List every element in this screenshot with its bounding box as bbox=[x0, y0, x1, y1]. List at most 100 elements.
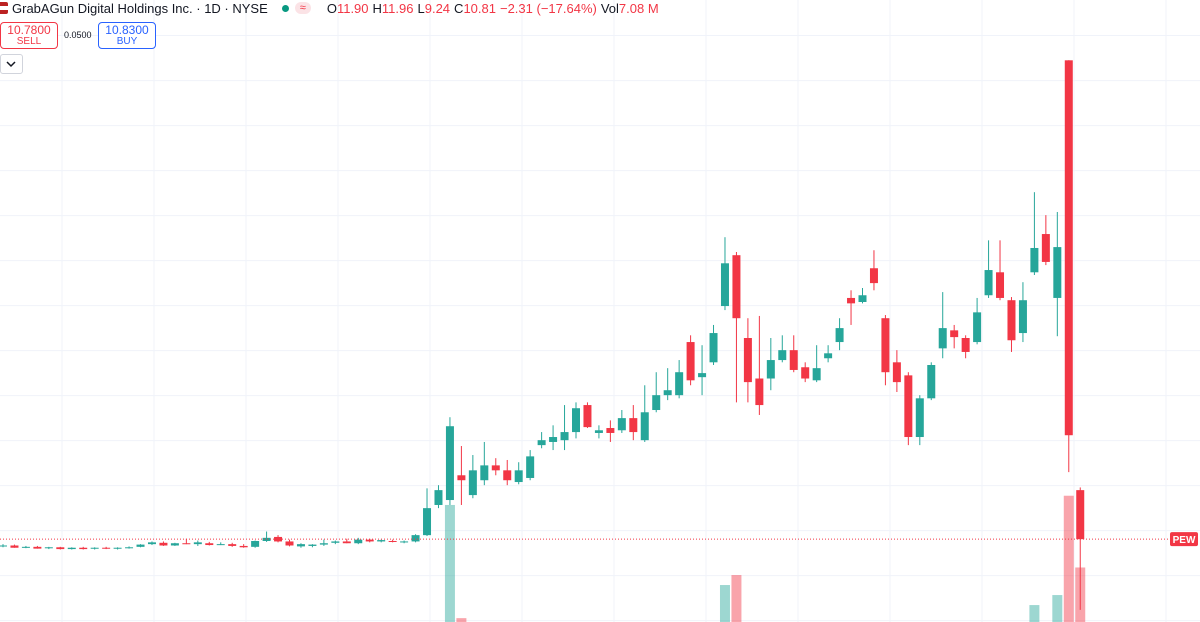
ohlc-key: O bbox=[326, 0, 337, 16]
candle-body bbox=[251, 540, 260, 547]
volume-bar bbox=[1029, 605, 1040, 622]
candle-body bbox=[824, 353, 833, 359]
candle-body bbox=[755, 378, 764, 406]
candle-body bbox=[835, 328, 844, 343]
candle-body bbox=[342, 541, 351, 544]
candle-body bbox=[743, 338, 752, 383]
candle-body bbox=[961, 338, 970, 352]
sell-label: SELL bbox=[16, 36, 42, 47]
candle-body bbox=[858, 295, 867, 302]
volume-bar bbox=[719, 585, 730, 622]
legend-bar: GrabAGun Digital Holdings Inc. · 1D · NY… bbox=[0, 0, 659, 16]
volume-bar bbox=[456, 618, 467, 622]
volume-bar bbox=[731, 575, 742, 622]
ohlc: O11.90 H11.96 L9.24 C10.81 bbox=[323, 1, 496, 16]
ohlc-value: 10.81 bbox=[463, 0, 496, 16]
candle-body bbox=[709, 333, 718, 363]
candle-body bbox=[686, 342, 695, 381]
buy-label: BUY bbox=[116, 36, 138, 47]
candle-body bbox=[388, 540, 397, 542]
candle-body bbox=[789, 350, 798, 370]
candle-body bbox=[445, 426, 454, 501]
candle-body bbox=[274, 536, 283, 542]
buy-price: 10.8300 bbox=[105, 23, 149, 37]
candle-body bbox=[113, 547, 122, 549]
candle-body bbox=[377, 540, 386, 542]
candle-body bbox=[1053, 247, 1062, 298]
candle-body bbox=[606, 428, 615, 433]
candle-body bbox=[170, 543, 179, 546]
candle-body bbox=[205, 543, 214, 546]
candle-body bbox=[881, 318, 890, 373]
candle-body bbox=[847, 297, 856, 304]
candle-body bbox=[652, 395, 661, 411]
candle-body bbox=[125, 547, 134, 549]
candle-body bbox=[285, 541, 294, 546]
candle-body bbox=[239, 545, 248, 548]
spread: 0.0500 bbox=[64, 30, 92, 40]
candle-body bbox=[308, 544, 317, 546]
candle-body bbox=[354, 539, 363, 544]
price-tag bbox=[1170, 532, 1198, 547]
volume-bar bbox=[1052, 595, 1063, 622]
candle-body bbox=[1007, 300, 1016, 341]
candle-body bbox=[594, 430, 603, 433]
candle-body bbox=[262, 537, 271, 541]
candle-body bbox=[526, 456, 535, 478]
ohlc-key: H bbox=[372, 0, 382, 16]
ohlc-value: 11.96 bbox=[381, 0, 414, 16]
candle-body bbox=[319, 543, 328, 545]
volume-bar bbox=[1063, 495, 1074, 622]
ohlc-key: L bbox=[417, 0, 425, 16]
candle-body bbox=[617, 418, 626, 431]
candle-body bbox=[663, 390, 672, 396]
candle-body bbox=[10, 545, 19, 548]
candle-body bbox=[583, 405, 592, 428]
status-dot bbox=[281, 4, 289, 12]
sell-button[interactable]: 10.7800 SELL bbox=[0, 22, 58, 49]
candle-body bbox=[869, 268, 878, 284]
candle-body bbox=[491, 465, 500, 471]
candle-body bbox=[514, 470, 523, 483]
flag-icon bbox=[0, 2, 8, 14]
candle-body bbox=[1018, 300, 1027, 334]
candle-body bbox=[411, 535, 420, 542]
candle-body bbox=[102, 547, 111, 549]
candle-body bbox=[560, 432, 569, 441]
candle-body bbox=[698, 373, 707, 378]
candle-body bbox=[216, 544, 225, 546]
candle-body bbox=[331, 541, 340, 543]
candle-body bbox=[640, 412, 649, 441]
ohlc-value: 9.24 bbox=[424, 0, 451, 16]
candle-body bbox=[67, 547, 76, 550]
candle-body bbox=[1030, 247, 1039, 273]
candle-body bbox=[927, 365, 936, 399]
symbol-title[interactable]: GrabAGun Digital Holdings Inc. · 1D · NY… bbox=[12, 0, 268, 16]
candle-body bbox=[801, 367, 810, 379]
candle-body bbox=[400, 541, 409, 543]
candle-body bbox=[766, 360, 775, 379]
candle-body bbox=[503, 470, 512, 481]
candle-body bbox=[21, 546, 30, 548]
candle-body bbox=[296, 544, 305, 547]
collapse-button[interactable] bbox=[0, 54, 23, 74]
candle-body bbox=[675, 372, 684, 396]
candle-body bbox=[423, 508, 432, 536]
candle-body bbox=[572, 408, 580, 433]
vol-key: Vol bbox=[600, 0, 619, 16]
candle-body bbox=[549, 437, 558, 442]
badge[interactable]: ≈ bbox=[294, 2, 311, 14]
candle-body bbox=[915, 398, 924, 438]
buy-button[interactable]: 10.8300 BUY bbox=[98, 22, 156, 49]
candle-body bbox=[1076, 490, 1085, 540]
candle-body bbox=[193, 542, 202, 545]
candle-body bbox=[365, 539, 374, 542]
symbol-tag: PEW bbox=[1173, 535, 1196, 546]
sell-price: 10.7800 bbox=[7, 23, 51, 37]
candle-body bbox=[973, 312, 982, 343]
candle-body bbox=[1064, 60, 1073, 436]
volume-bar bbox=[444, 504, 455, 622]
candle-body bbox=[136, 544, 145, 547]
candle-body bbox=[480, 465, 489, 481]
